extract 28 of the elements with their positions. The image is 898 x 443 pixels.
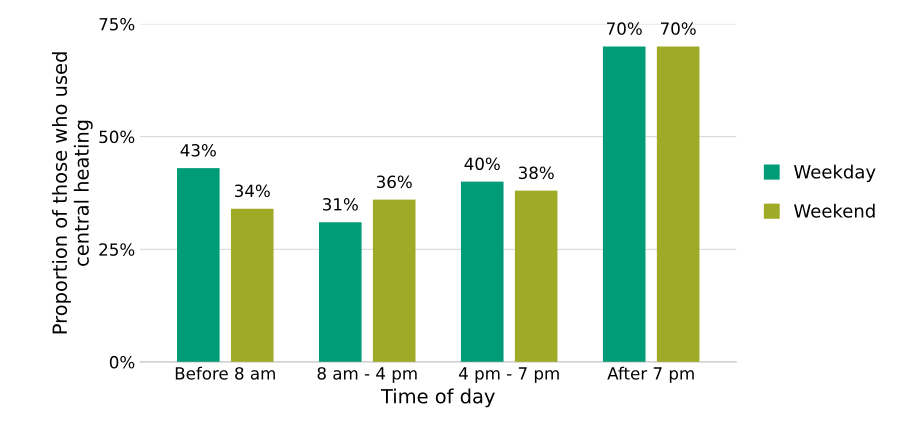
- bar: [460, 182, 504, 362]
- legend-label: Weekend: [794, 204, 875, 218]
- data-label: 70%: [607, 22, 642, 35]
- bar: [372, 200, 416, 362]
- data-label: 38%: [518, 166, 554, 180]
- x-tick-label: 8 am - 4 pm: [318, 367, 417, 383]
- x-tick-label: 4 pm - 7 pm: [459, 367, 559, 383]
- data-label: 70%: [661, 22, 696, 35]
- bar: [177, 168, 220, 362]
- y-axis-title: Proportion of those who used central heating: [52, 52, 93, 334]
- data-label: 34%: [234, 184, 270, 198]
- bar: [602, 46, 646, 362]
- data-label: 36%: [376, 176, 412, 188]
- x-tick-label: Before 8 am: [176, 366, 275, 380]
- data-label: 40%: [464, 157, 500, 170]
- bar: [514, 190, 558, 362]
- y-tick-label: 50%: [99, 130, 134, 144]
- y-tick-label: 75%: [100, 18, 134, 30]
- y-tick-label: 25%: [99, 243, 134, 256]
- x-axis-title: Time of day: [380, 388, 495, 408]
- y-tick-label: 0%: [110, 356, 134, 368]
- bar: [230, 208, 274, 362]
- data-label: 31%: [323, 198, 358, 211]
- data-label: 43%: [180, 144, 216, 157]
- x-tick-label: After 7 pm: [607, 366, 694, 383]
- legend-label: Weekday: [794, 164, 876, 182]
- bar: [318, 222, 362, 362]
- bar: [656, 46, 700, 362]
